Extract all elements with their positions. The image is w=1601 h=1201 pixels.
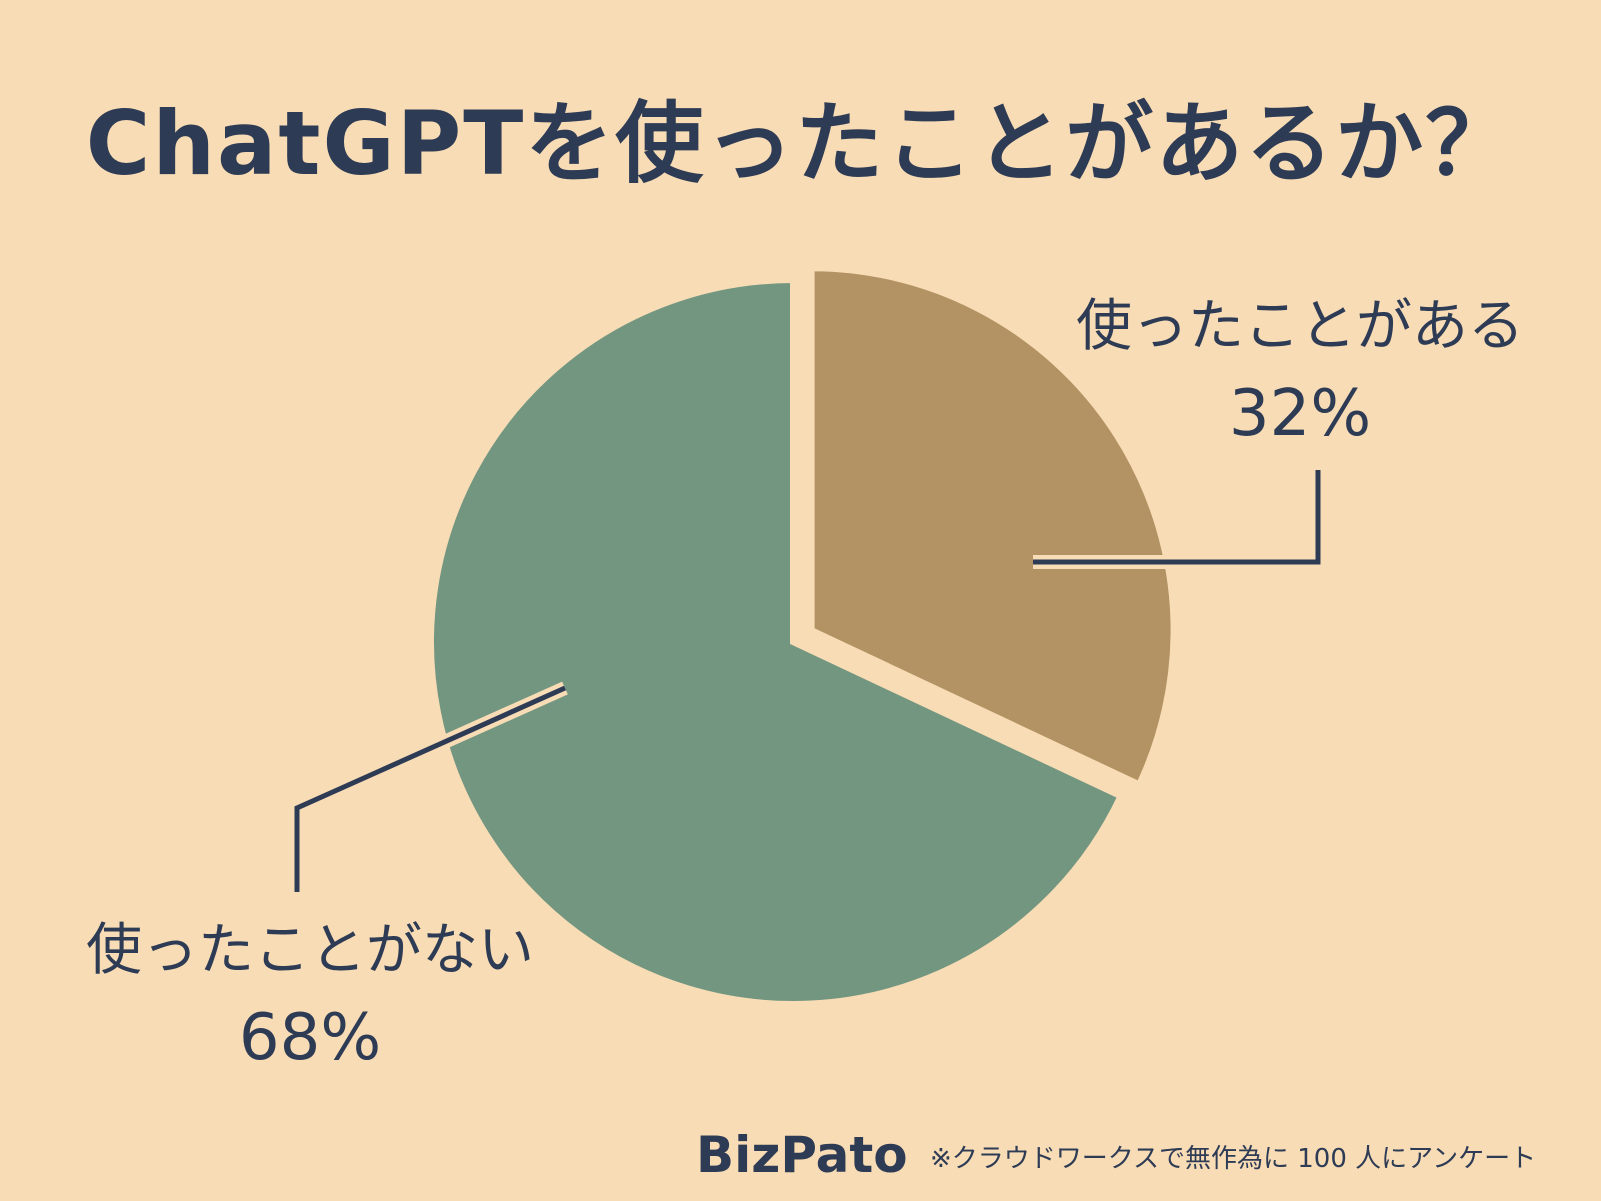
slice-value-not-used: 68% — [238, 1001, 382, 1075]
pie-slice-used — [808, 265, 1177, 789]
chart-title: ChatGPTを使ったことがあるか？ — [85, 92, 1516, 195]
slice-value-used: 32% — [1228, 377, 1372, 451]
leader-line-used — [1033, 470, 1321, 565]
leader-line-not-used — [294, 685, 567, 892]
slice-label-not-used: 使ったことがない 68% — [60, 916, 560, 1078]
survey-note: ※クラウドワークスで無作為に 100 人にアンケート — [930, 1144, 1537, 1174]
slice-label-used: 使ったことがある 32% — [1060, 292, 1540, 454]
slice-label-used-text: 使ったことがある — [1076, 294, 1524, 359]
slice-label-not-used-text: 使ったことがない — [86, 918, 534, 983]
brand-logo: BizPato — [696, 1126, 908, 1184]
pie-slice-not-used — [428, 276, 1125, 1007]
